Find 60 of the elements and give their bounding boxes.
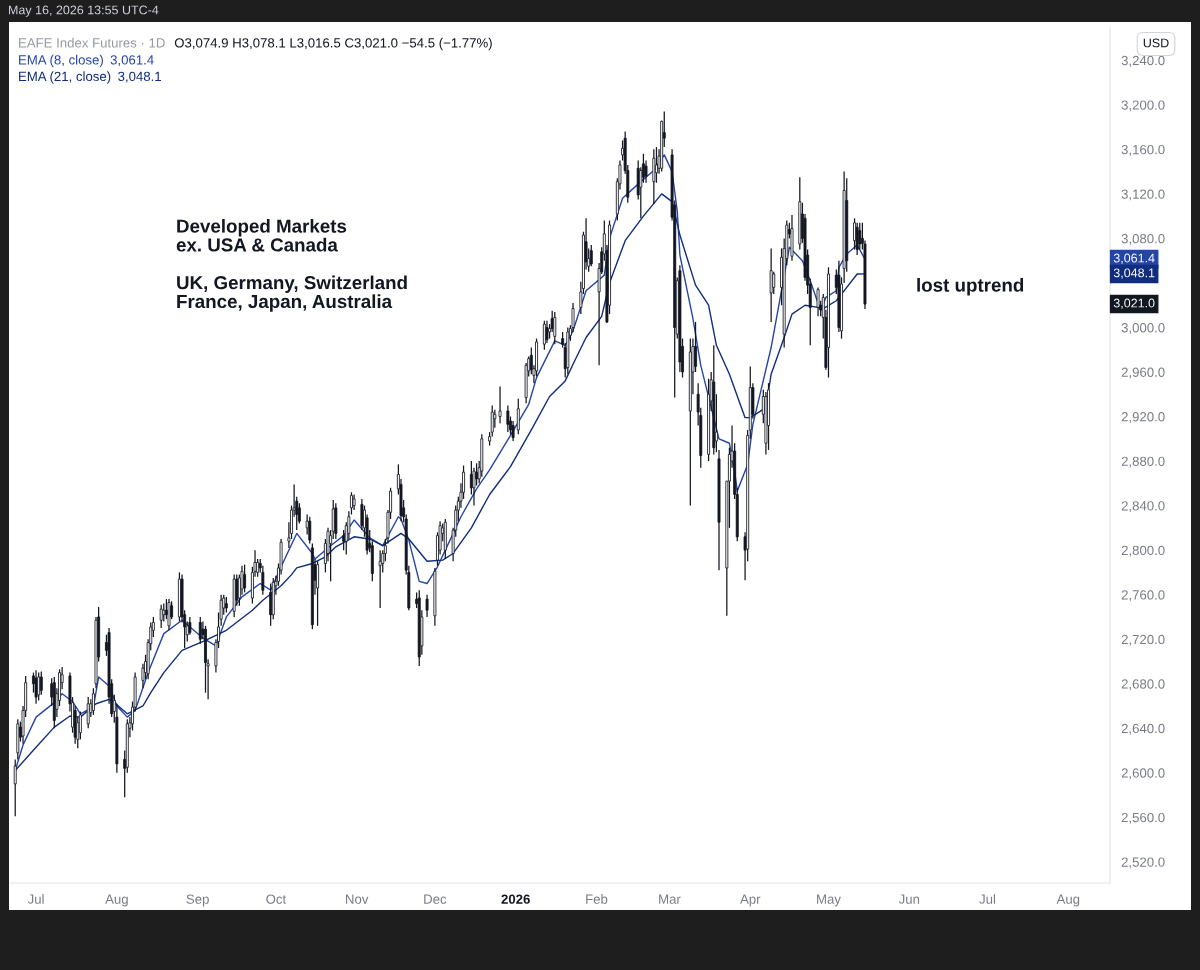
candlestick: [378, 549, 382, 609]
x-tick-label: Jun: [898, 894, 920, 904]
x-tick-label: Oct: [266, 894, 287, 904]
candlestick: [652, 148, 656, 205]
x-tick-label: Feb: [586, 894, 608, 904]
y-tick-label: 2,560.0: [1121, 812, 1165, 824]
y-tick-label: 2,920.0: [1121, 412, 1165, 423]
x-tick-label: Dec: [424, 894, 447, 904]
candlestick: [243, 563, 247, 594]
x-tick-label: 2026: [501, 894, 530, 904]
y-tick-label: 2,720.0: [1121, 634, 1165, 646]
annotation: lost uptrend: [917, 278, 1024, 296]
y-tick-label: 2,680.0: [1121, 679, 1165, 691]
text: May 16, 2026 13:55 UTC-4: [9, 5, 159, 17]
candlestick: [37, 671, 41, 702]
y-tick-label: 3,120.0: [1121, 189, 1165, 201]
candlestick: [198, 616, 202, 645]
x-tick-label: Aug: [1056, 894, 1080, 907]
x-tick-label: Sep: [186, 894, 209, 907]
candlestick: [767, 382, 770, 451]
y-tick-label: 2,960.0: [1121, 367, 1165, 379]
text: 3,021.0: [1113, 298, 1155, 309]
text: 3,061.4: [1113, 253, 1155, 264]
annotation: 3,048.1: [118, 71, 161, 83]
y-tick-label: 3,080.0: [1121, 233, 1165, 245]
text: Developed Markets ex. USA & Canada UK, Germany, Switzerland France, Japan, Australia: [176, 219, 407, 312]
candlestick: [316, 560, 320, 627]
x-tick-label: Aug: [105, 894, 128, 907]
y-tick-label: 2,840.0: [1121, 501, 1165, 513]
candlestick: [342, 529, 346, 551]
text: EMA (8, close): [19, 54, 103, 68]
y-tick-label: 2,800.0: [1121, 545, 1165, 557]
candlestick: [425, 594, 429, 618]
y-tick-label: 3,000.0: [1121, 323, 1165, 334]
x-tick-label: Apr: [740, 894, 761, 907]
y-tick-label: 2,760.0: [1121, 590, 1165, 602]
candlestick: [308, 516, 312, 545]
annotation: 3,061.4: [110, 55, 154, 67]
text: 3,048.1: [1113, 268, 1155, 279]
y-tick-label: 3,200.0: [1121, 100, 1165, 112]
candlestick: [553, 311, 557, 345]
y-tick-label: 2,880.0: [1121, 456, 1165, 468]
candlestick: [772, 271, 776, 295]
y-axis-title: USD: [1143, 38, 1169, 48]
x-tick-label: Jul: [27, 894, 44, 904]
y-tick-label: 3,240.0: [1121, 55, 1165, 67]
text: EMA (21, close): [19, 71, 111, 84]
text: EAFE Index Futures · 1D: [19, 37, 165, 48]
y-tick-label: 2,640.0: [1121, 723, 1165, 735]
x-tick-label: Nov: [346, 894, 369, 904]
y-tick-label: 2,600.0: [1121, 768, 1165, 780]
x-tick-label: May: [817, 894, 841, 907]
candlestick: [769, 247, 773, 323]
y-tick-label: 3,160.0: [1121, 144, 1165, 156]
candlestick: [516, 398, 520, 435]
y-tick-label: 2,520.0: [1121, 857, 1165, 869]
x-tick-label: Mar: [659, 894, 681, 904]
x-tick-label: Jul: [979, 894, 996, 904]
text: O3,074.9 H3,078.1 L3,016.5 C3,021.0 −54.5 (−1.77%): [174, 37, 492, 51]
candlestick: [13, 758, 17, 817]
